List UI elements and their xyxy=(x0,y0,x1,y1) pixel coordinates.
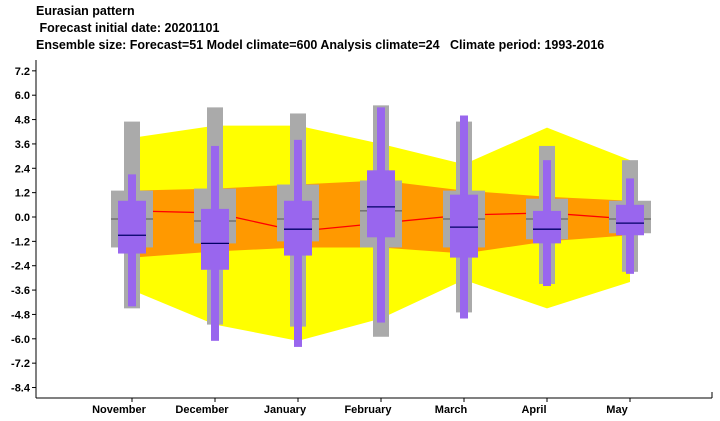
y-tick-label: 7.2 xyxy=(15,66,30,78)
forecast-box xyxy=(118,200,146,254)
x-tick-label: November xyxy=(92,404,147,416)
y-tick-label: -3.6 xyxy=(11,285,30,297)
y-tick-label: -6.0 xyxy=(11,334,30,346)
forecast-box xyxy=(367,170,395,238)
y-tick-label: -4.8 xyxy=(11,309,30,321)
y-tick-label: -2.4 xyxy=(11,261,31,273)
forecast-box xyxy=(450,194,478,258)
y-tick-label: 6.0 xyxy=(15,90,30,102)
chart-subtitle-initial-date: Forecast initial date: 20201101 xyxy=(36,21,220,35)
y-tick-label: 1.2 xyxy=(15,188,30,200)
x-tick-label: April xyxy=(521,404,546,416)
x-tick-label: January xyxy=(264,404,307,416)
chart-title: Eurasian pattern xyxy=(36,4,135,18)
forecast-box xyxy=(201,208,229,270)
x-tick-label: March xyxy=(435,404,468,416)
x-tick-label: May xyxy=(606,404,628,416)
forecast-box xyxy=(533,210,561,244)
y-tick-label: 0.0 xyxy=(15,212,30,224)
forecast-box xyxy=(616,204,644,236)
y-tick-label: 3.6 xyxy=(15,139,30,151)
boxes-layer xyxy=(111,105,651,347)
forecast-box xyxy=(284,200,312,256)
x-tick-label: February xyxy=(344,404,392,416)
y-tick-label: -8.4 xyxy=(11,383,31,395)
y-tick-label: -7.2 xyxy=(11,358,30,370)
y-tick-label: -1.2 xyxy=(11,236,30,248)
y-tick-label: 4.8 xyxy=(15,115,30,127)
axes-layer: 7.2 6.0 4.8 3.6 2.4 1.2 0.0 -1.2 -2.4 -3.6 -4.8 -6.… xyxy=(11,60,713,416)
chart-subtitle-ensemble: Ensemble size: Forecast=51 Model climate… xyxy=(36,38,605,52)
y-tick-label: 2.4 xyxy=(15,163,31,175)
x-tick-label: December xyxy=(175,404,229,416)
